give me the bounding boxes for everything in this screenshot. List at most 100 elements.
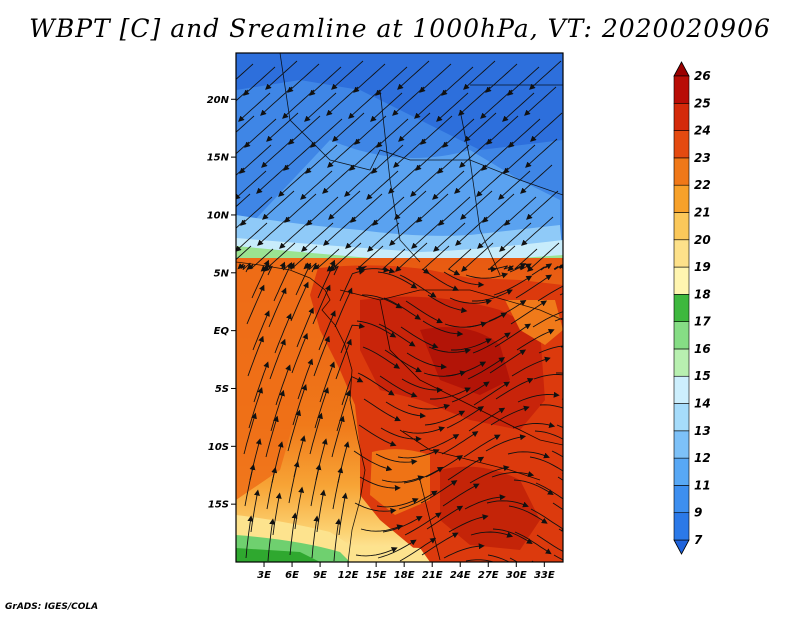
streamline (524, 86, 557, 116)
streamline (267, 518, 276, 562)
streamline (535, 482, 563, 500)
streamline (236, 63, 254, 80)
colorbar-swatch (673, 512, 690, 541)
lon-tick-label: 6E (285, 570, 299, 581)
streamline (487, 245, 516, 273)
streamline (377, 539, 417, 559)
colorbar-label: 16 (694, 342, 711, 356)
streamline (504, 196, 537, 226)
lat-tick-label: 10N (207, 210, 230, 221)
streamline (385, 401, 426, 419)
streamline (273, 261, 293, 302)
streamline (363, 398, 401, 422)
colorbar-swatch (673, 157, 690, 186)
lon-tick-label: 24E (450, 570, 471, 581)
streamline (244, 463, 256, 507)
streamline (295, 262, 312, 296)
colorbar-swatch (673, 485, 690, 514)
streamline (422, 245, 450, 274)
streamline (310, 118, 343, 148)
streamline (470, 531, 514, 538)
streamline (332, 466, 344, 510)
streamline (481, 141, 514, 171)
streamline (397, 449, 440, 459)
streamline (261, 138, 294, 168)
streamline (486, 115, 519, 145)
streamline (362, 346, 400, 369)
streamline (376, 118, 409, 148)
streamline (517, 391, 560, 403)
streamline (301, 222, 334, 252)
streamline (236, 219, 246, 229)
lon-tick-label: 15E (366, 570, 387, 581)
streamline (266, 466, 278, 510)
streamline (379, 375, 418, 398)
streamline (461, 242, 494, 272)
streamline (246, 248, 274, 270)
colorbar-label: 17 (694, 315, 711, 329)
streamline (329, 242, 362, 272)
colorbar-swatch (673, 457, 690, 486)
streamline (300, 170, 333, 200)
streamline (333, 518, 342, 562)
streamline (468, 407, 506, 432)
streamline (383, 297, 421, 320)
streamline (489, 349, 527, 374)
streamline (381, 475, 425, 483)
streamline (463, 434, 501, 458)
streamline (381, 248, 406, 274)
streamline (473, 381, 511, 406)
streamline (410, 167, 443, 197)
streamline (345, 219, 378, 249)
streamline (492, 528, 533, 544)
streamline (372, 196, 405, 226)
streamline (236, 193, 251, 208)
streamline (358, 424, 397, 447)
streamline (292, 384, 308, 426)
streamline (509, 557, 519, 562)
colorbar-label: 11 (694, 478, 711, 492)
streamline (512, 422, 556, 429)
lon-tick-label: 9E (313, 570, 327, 581)
streamline (350, 193, 383, 223)
streamline (353, 450, 393, 472)
streamline (243, 412, 257, 455)
streamline (472, 289, 513, 302)
streamline (238, 92, 271, 122)
streamline (503, 144, 536, 174)
streamline (411, 219, 444, 249)
streamline (243, 66, 276, 96)
streamline (253, 361, 270, 403)
streamline (294, 486, 305, 530)
streamline (436, 92, 469, 122)
colorbar-swatch (673, 75, 690, 104)
streamline (288, 115, 321, 145)
streamline (502, 92, 535, 122)
streamline (510, 300, 548, 325)
streamline (278, 167, 311, 197)
streamline (536, 534, 563, 552)
footer-credit: GrADS: IGES/COLA (5, 602, 99, 612)
streamline (422, 320, 464, 337)
streamline (274, 313, 292, 354)
streamline (344, 167, 377, 197)
streamline (313, 335, 330, 377)
streamline (521, 216, 554, 246)
lon-tick-label: 3E (257, 570, 271, 581)
streamline (384, 349, 422, 373)
streamline (262, 190, 295, 220)
streamline (495, 378, 534, 400)
streamline (432, 170, 465, 200)
streamline (538, 345, 563, 354)
streamline (554, 317, 563, 322)
streamline (511, 356, 551, 377)
streamline (447, 456, 485, 481)
streamline (515, 274, 553, 299)
streamline (354, 502, 397, 514)
map-frame (235, 52, 564, 563)
streamline (312, 248, 340, 270)
streamline (283, 141, 316, 171)
lon-tick-label: 33E (534, 570, 555, 581)
streamline (477, 219, 510, 249)
